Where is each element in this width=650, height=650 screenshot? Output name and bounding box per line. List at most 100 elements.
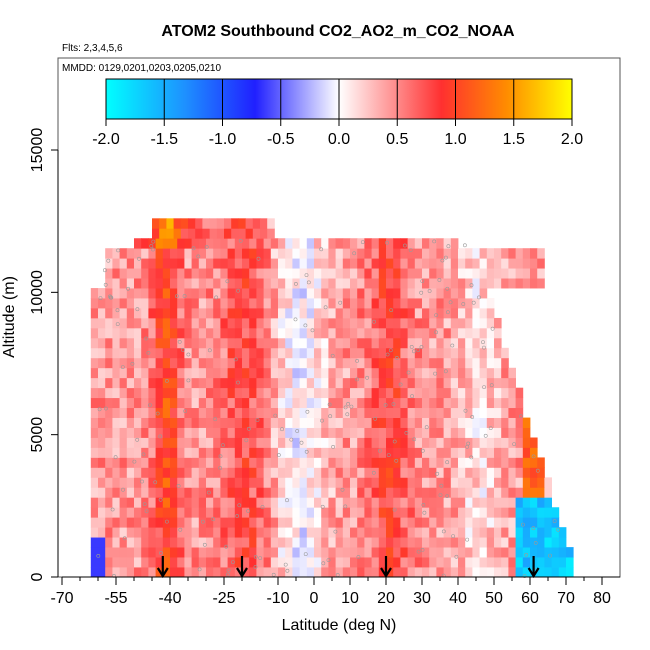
heatmap-cell [371,327,380,339]
heatmap-cell [119,517,128,528]
heatmap-cell [98,357,106,369]
heatmap-cell [206,377,214,389]
heatmap-cell [170,507,178,518]
heatmap-cell [191,268,200,279]
heatmap-cell [364,497,372,508]
heatmap-cell [112,477,120,488]
heatmap-cell [177,397,185,409]
sample-point [427,289,432,293]
heatmap-cell [328,547,336,558]
heatmap-cell [242,278,250,289]
heatmap-cell [126,278,135,289]
heatmap-cell [458,248,466,259]
heatmap-cell [177,437,185,448]
heatmap-cell [486,527,495,538]
heatmap-cell [292,537,300,548]
sample-point [213,417,218,422]
heatmap-cell [328,337,336,349]
heatmap-cell [328,427,336,438]
sample-point [398,382,403,387]
heatmap-cell [321,497,329,508]
heatmap-cell [220,547,228,558]
heatmap-cell [414,417,423,428]
heatmap-cell [479,357,488,369]
sample-point [218,466,223,470]
heatmap-cell [220,307,228,319]
heatmap-cell [278,307,286,319]
heatmap-cell [386,278,394,289]
heatmap-cell [162,268,171,279]
heatmap-cell [537,258,545,269]
heatmap-cell [328,248,336,259]
heatmap-cell [234,248,243,259]
heatmap-cell [465,288,473,299]
heatmap-cell [299,547,308,558]
heatmap-cell [148,317,156,329]
heatmap-cell [393,417,401,428]
heatmap-cell [184,278,192,289]
heatmap-cell [126,317,135,329]
sample-point [365,375,370,380]
heatmap-cell [270,268,279,279]
heatmap-cell [249,258,257,269]
heatmap-cell [472,457,480,468]
heatmap-cell [378,427,387,438]
heatmap-cell [522,248,531,259]
heatmap-cell [508,537,516,548]
sample-point [214,295,219,300]
heatmap-cell [285,238,293,249]
heatmap-cell [494,497,502,508]
heatmap-cell [126,557,135,568]
heatmap-cell [227,248,236,259]
heatmap-cell [213,397,221,409]
heatmap-cell [429,447,437,458]
heatmap-cell [537,557,545,568]
heatmap-cell [472,557,480,568]
sample-point [352,251,357,256]
heatmap-cell [450,557,459,568]
heatmap-cell [234,547,243,558]
heatmap-cell [342,477,351,488]
heatmap-cell [249,377,257,389]
heatmap-cell [306,397,315,409]
heatmap-cell [443,407,452,418]
heatmap-cell [530,278,538,289]
sample-point [116,248,121,253]
heatmap-cell [508,467,516,478]
heatmap-cell [386,357,394,369]
heatmap-cell [162,238,171,249]
heatmap-cell [213,327,221,339]
heatmap-cell [198,427,207,438]
sample-point [391,402,396,407]
heatmap-cell [335,387,344,399]
heatmap-cell [407,447,416,458]
heatmap-cell [494,357,502,369]
heatmap-cell [170,327,178,339]
heatmap-cell [479,248,488,259]
heatmap-cell [472,357,480,369]
heatmap-cell [335,407,344,418]
heatmap-cell [342,357,351,369]
sample-point [141,452,146,457]
heatmap-cell [112,377,120,389]
heatmap-cell [177,278,185,289]
heatmap-cell [479,567,488,578]
heatmap-cell [134,268,142,279]
heatmap-cell [443,258,452,269]
heatmap-cell [242,497,250,508]
heatmap-cell [515,437,524,448]
heatmap-cell [414,437,423,448]
heatmap-cell [566,547,574,558]
heatmap-cell [472,337,480,349]
heatmap-cell [450,437,459,448]
heatmap-cell [249,567,257,578]
heatmap-cell [263,357,272,369]
heatmap-cell [371,487,380,498]
heatmap-cell [198,547,207,558]
heatmap-cell [170,517,178,528]
heatmap-cell [191,427,200,438]
heatmap-cell [256,457,264,468]
heatmap-cell [242,387,250,399]
heatmap-cell [206,497,214,508]
heatmap-cell [465,557,473,568]
